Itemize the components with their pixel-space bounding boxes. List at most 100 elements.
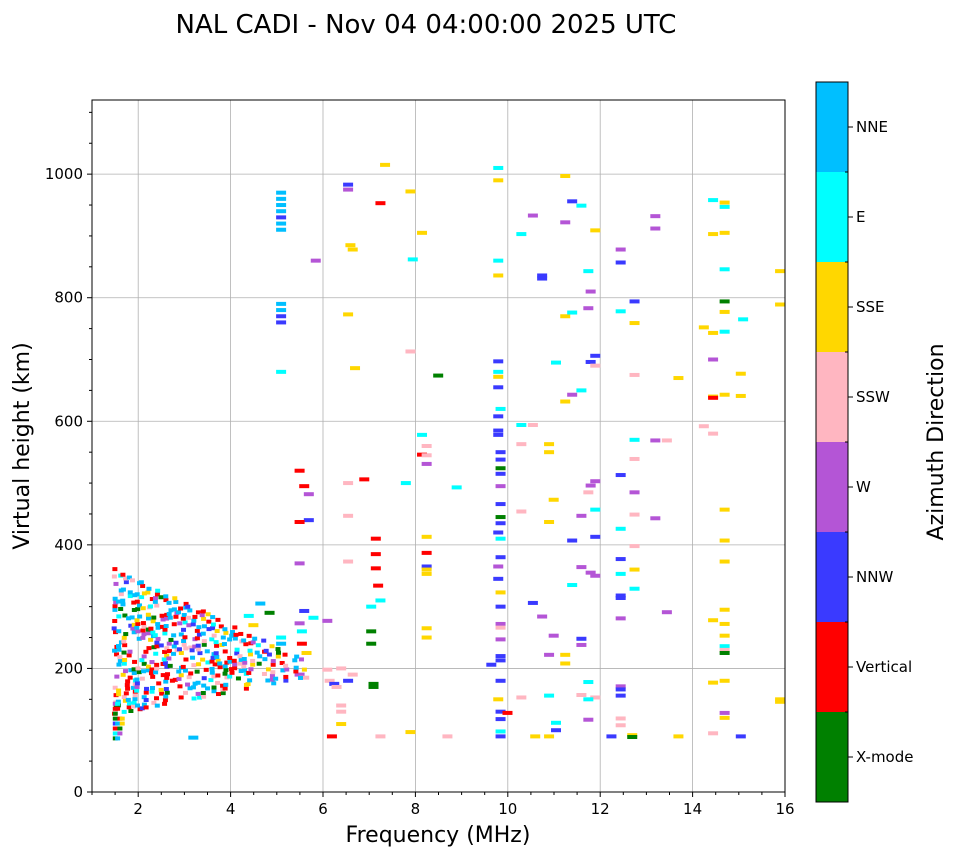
- data-point: [544, 734, 555, 739]
- data-point: [134, 677, 140, 682]
- data-point: [128, 623, 134, 628]
- data-point: [115, 706, 121, 711]
- data-point: [255, 601, 266, 606]
- data-point: [210, 626, 216, 631]
- data-point: [120, 598, 126, 603]
- data-point: [117, 731, 123, 736]
- data-point: [405, 349, 416, 354]
- data-point: [719, 633, 730, 638]
- data-point: [433, 373, 444, 378]
- data-point: [194, 636, 200, 641]
- data-point: [131, 700, 137, 705]
- data-point: [148, 671, 154, 676]
- data-point: [263, 648, 269, 653]
- data-point: [149, 689, 155, 694]
- data-point: [127, 594, 133, 599]
- data-point: [615, 571, 626, 576]
- data-point: [139, 706, 145, 711]
- data-point: [738, 317, 749, 322]
- data-point: [303, 518, 314, 523]
- data-point: [493, 576, 504, 581]
- data-point: [276, 190, 287, 195]
- data-point: [163, 598, 169, 603]
- data-point: [719, 678, 730, 683]
- data-point: [182, 668, 188, 673]
- data-point: [673, 734, 684, 739]
- data-point: [182, 635, 188, 640]
- data-point: [590, 479, 601, 484]
- data-point: [168, 608, 174, 613]
- data-point: [629, 299, 640, 304]
- data-point: [149, 667, 155, 672]
- data-point: [264, 610, 275, 615]
- data-point: [495, 471, 506, 476]
- data-point: [560, 661, 571, 666]
- data-point: [359, 477, 370, 482]
- data-point: [246, 670, 252, 675]
- data-point: [158, 643, 164, 648]
- data-point: [135, 666, 141, 671]
- data-point: [615, 309, 626, 314]
- data-point: [576, 388, 587, 393]
- data-point: [113, 600, 119, 605]
- data-point: [166, 600, 172, 605]
- data-point: [276, 301, 287, 306]
- data-point: [180, 616, 186, 621]
- data-point: [136, 603, 142, 608]
- data-point: [129, 615, 135, 620]
- data-point: [629, 512, 640, 517]
- data-point: [196, 662, 202, 667]
- data-point: [297, 675, 303, 680]
- data-point: [210, 615, 216, 620]
- data-point: [368, 681, 379, 686]
- data-point: [181, 638, 187, 643]
- data-point: [548, 497, 559, 502]
- data-point: [132, 693, 138, 698]
- data-point: [126, 705, 132, 710]
- data-point: [143, 698, 149, 703]
- data-point: [283, 663, 289, 668]
- data-point: [205, 686, 211, 691]
- data-point: [123, 669, 129, 674]
- data-point: [250, 640, 256, 645]
- data-point: [576, 636, 587, 641]
- data-point: [421, 461, 432, 466]
- data-point: [141, 669, 147, 674]
- data-point: [229, 630, 235, 635]
- data-point: [152, 596, 158, 601]
- data-point: [615, 593, 626, 598]
- data-point: [112, 604, 118, 609]
- data-point: [493, 369, 504, 374]
- data-point: [237, 661, 243, 666]
- data-point: [217, 661, 223, 666]
- data-point: [152, 599, 158, 604]
- data-point: [276, 635, 287, 640]
- data-point: [276, 215, 287, 220]
- data-point: [115, 599, 121, 604]
- data-point: [166, 611, 172, 616]
- data-point: [421, 635, 432, 640]
- data-point: [154, 592, 160, 597]
- data-point: [275, 647, 281, 652]
- data-point: [576, 203, 587, 208]
- data-point: [719, 647, 730, 652]
- data-point: [127, 701, 133, 706]
- data-point: [375, 201, 386, 206]
- data-point: [150, 619, 156, 624]
- colorbar-tick-label: X-mode: [856, 748, 913, 766]
- x-tick-label: 8: [411, 800, 421, 818]
- data-point: [197, 651, 203, 656]
- data-point: [158, 687, 164, 692]
- data-point: [134, 599, 140, 604]
- data-point: [276, 221, 287, 226]
- data-point: [140, 635, 146, 640]
- data-point: [495, 658, 506, 663]
- data-point: [190, 655, 196, 660]
- data-point: [111, 574, 117, 579]
- data-point: [122, 613, 128, 618]
- data-point: [276, 320, 287, 325]
- data-point: [137, 614, 143, 619]
- data-point: [257, 654, 263, 659]
- data-point: [243, 642, 249, 647]
- data-point: [615, 247, 626, 252]
